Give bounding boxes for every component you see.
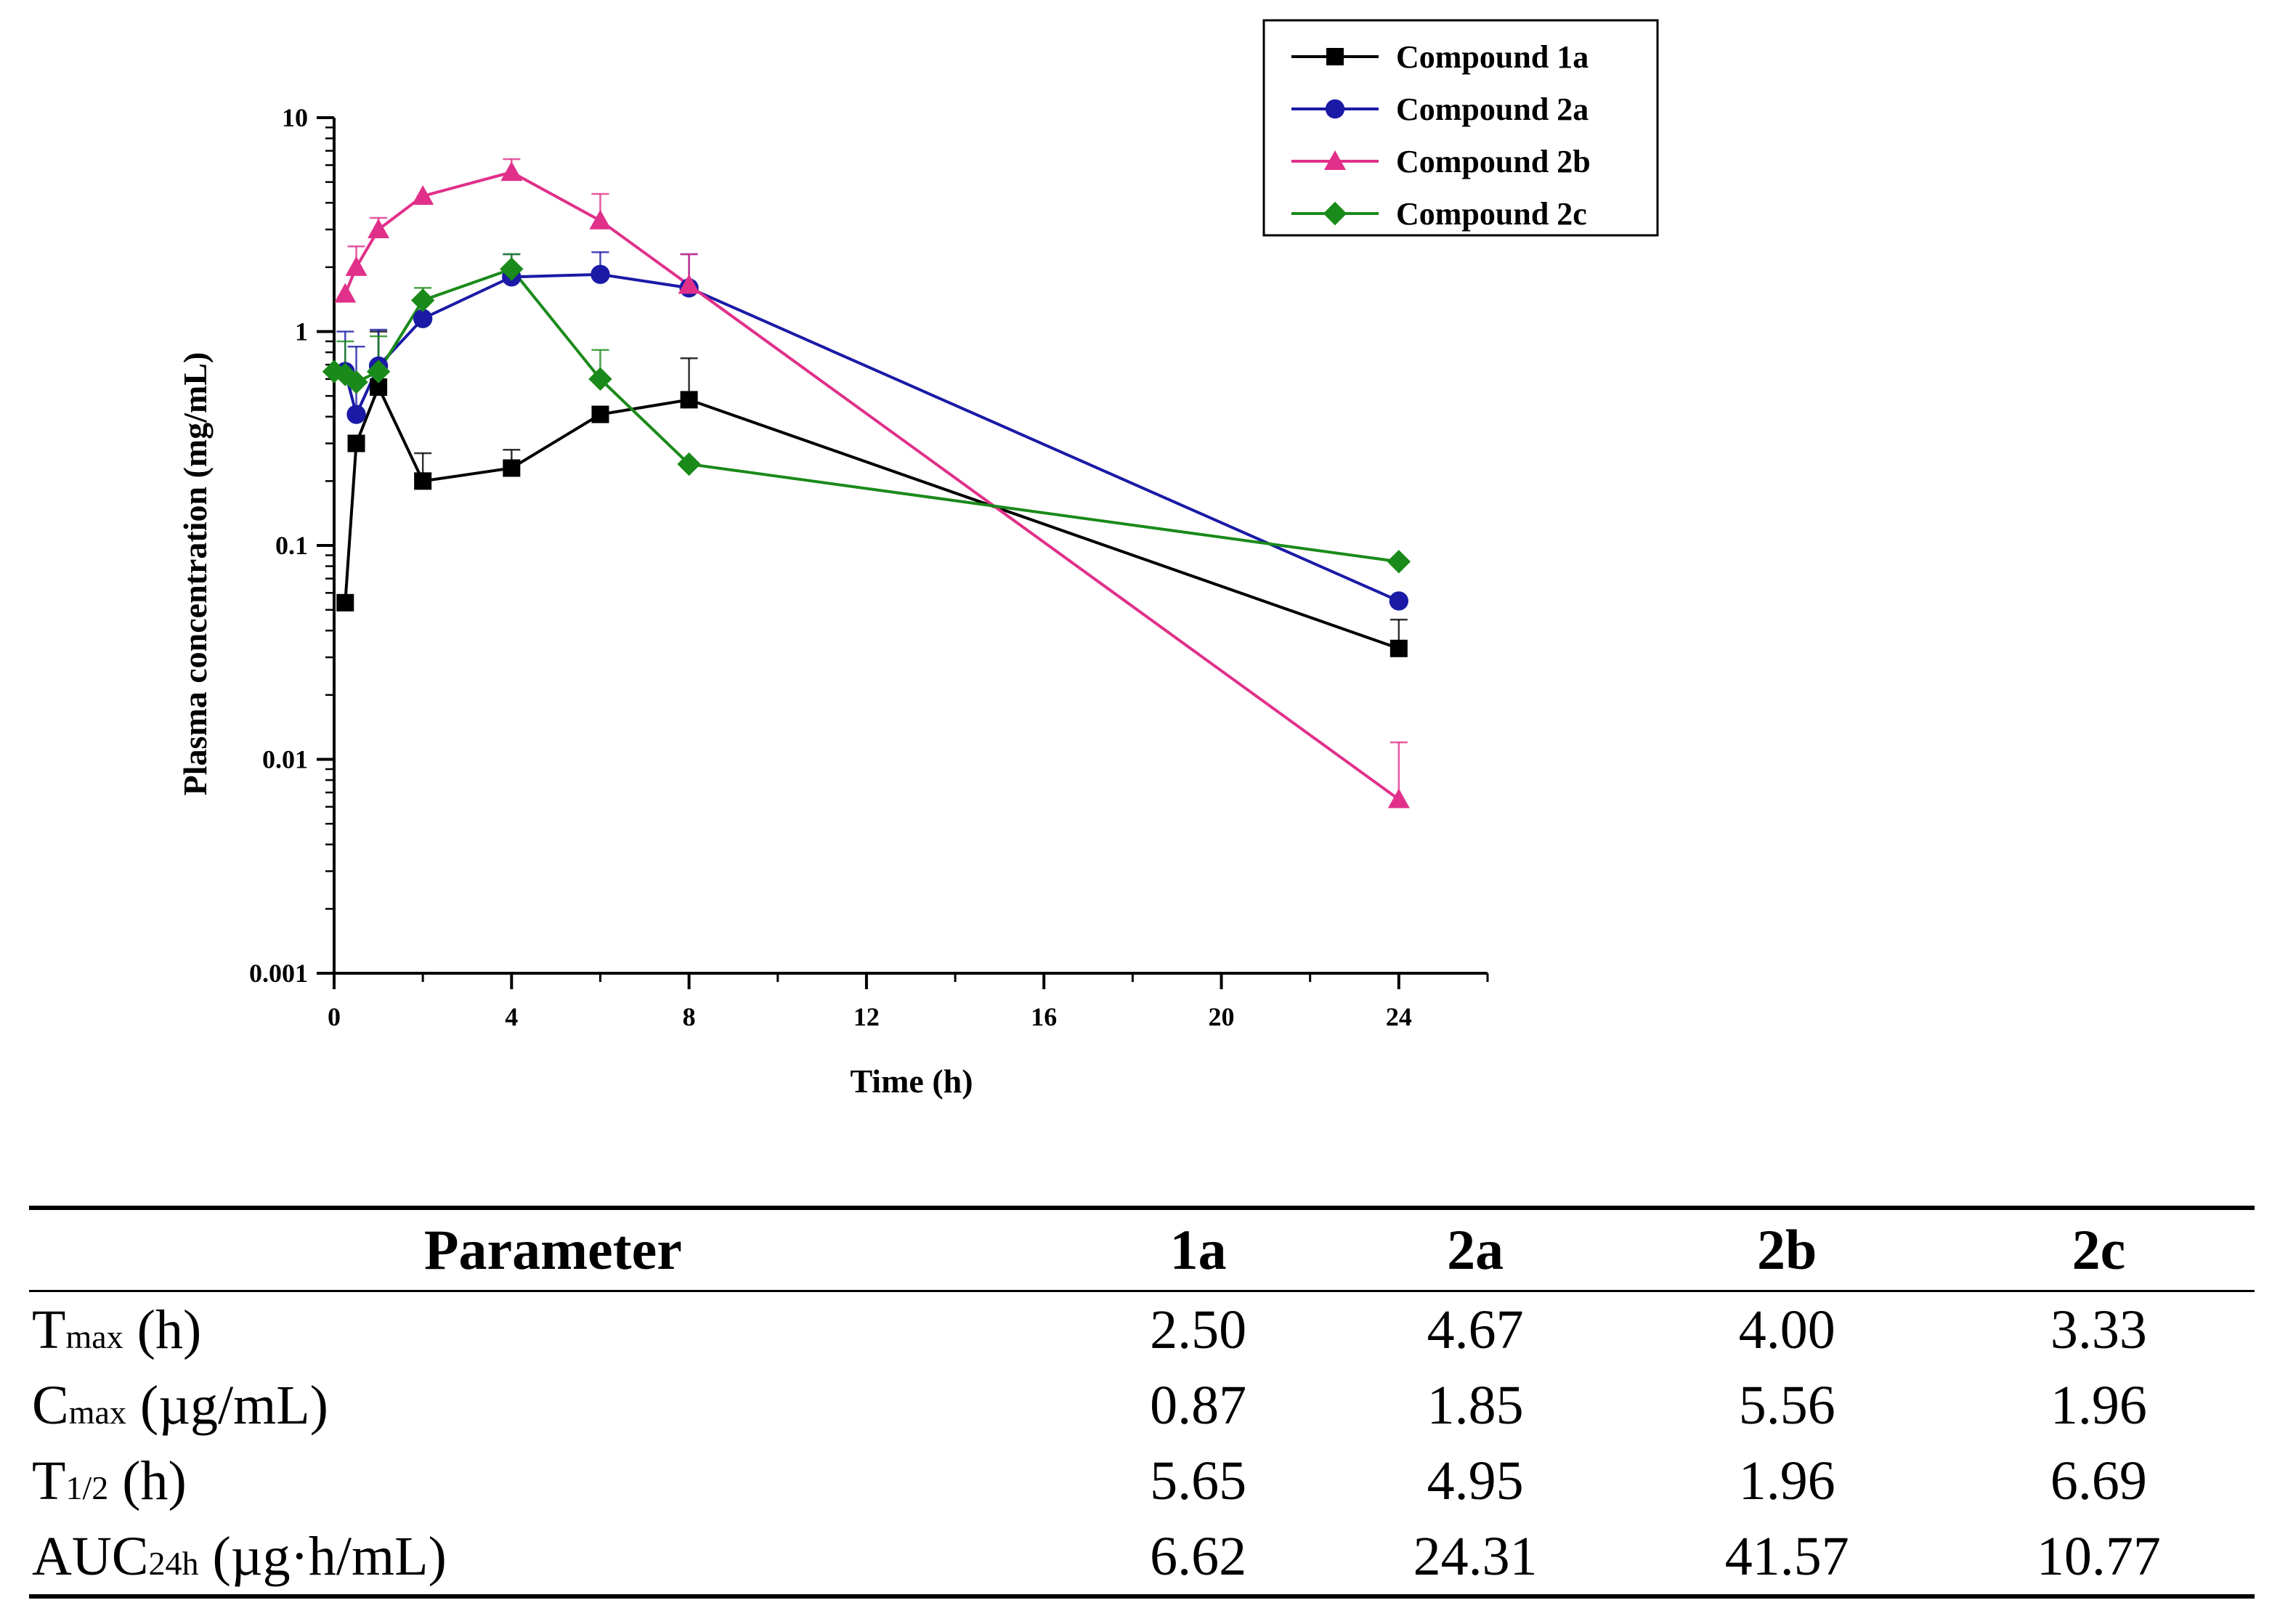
param-name: T1/2 (h) <box>32 1450 187 1511</box>
pk-parameters-table: Parameter 1a 2a 2b 2c Tmax (h) 2.50 4.67… <box>29 1206 2255 1599</box>
compound-2b-point <box>589 209 612 230</box>
header-2c: 2c <box>2072 1218 2126 1281</box>
compound-2c-point <box>677 452 701 476</box>
chart-axes: 0 4 8 12 16 20 24 0.001 0.01 0.1 1 10 <box>249 103 1489 1031</box>
compound-1a-point <box>680 391 698 409</box>
x-tick-label: 12 <box>853 1002 880 1031</box>
y-tick-label: 1 <box>295 317 308 346</box>
chart-legend: Compound 1a Compound 2a Compound 2b Compoun… <box>1262 19 1659 237</box>
value-1a: 0.87 <box>1150 1374 1247 1436</box>
value-2a: 1.85 <box>1427 1374 1524 1436</box>
value-2b: 1.96 <box>1738 1450 1835 1511</box>
x-tick-label: 16 <box>1031 1002 1057 1031</box>
compound-2b-point <box>678 274 700 294</box>
param-name: Cmax (µg/mL) <box>32 1374 328 1436</box>
value-1a: 6.62 <box>1150 1525 1247 1587</box>
compound-2a-legend-label: Compound 2a <box>1396 92 1589 127</box>
compound-2b-point <box>412 184 434 205</box>
x-tick-label: 0 <box>328 1002 341 1031</box>
param-name: Tmax (h) <box>32 1299 202 1360</box>
compound-1a-legend-marker <box>1326 48 1344 65</box>
value-1a: 2.50 <box>1150 1299 1247 1360</box>
header-2a: 2a <box>1447 1218 1504 1281</box>
compound-2b-point <box>500 161 523 182</box>
value-2b: 4.00 <box>1738 1299 1835 1360</box>
compound-2a-point <box>1389 591 1409 611</box>
compound-2b-legend-label: Compound 2b <box>1396 144 1591 179</box>
compound-1a-point <box>1389 639 1408 657</box>
x-axis-label: Time (h) <box>850 1063 973 1100</box>
compound-1a-point <box>370 378 388 396</box>
table-row: Cmax (µg/mL) 0.87 1.85 5.56 1.96 <box>29 1368 2255 1443</box>
compound-2c-point <box>344 370 368 394</box>
compound-2a-legend-marker <box>1325 99 1345 119</box>
compound-1a-legend-label: Compound 1a <box>1396 39 1589 75</box>
header-parameter: Parameter <box>423 1218 682 1281</box>
y-tick-label: 0.01 <box>262 745 308 774</box>
compound-2a-point <box>591 264 610 285</box>
compound-2b-line <box>344 170 1400 801</box>
table-header-row: Parameter 1a 2a 2b 2c <box>29 1208 2255 1291</box>
table-row: AUC24h (µg·h/mL) 6.62 24.31 41.57 10.77 <box>29 1519 2255 1596</box>
compound-2b-legend-marker <box>1324 150 1346 170</box>
x-tick-label: 20 <box>1209 1002 1235 1031</box>
y-tick-label: 0.1 <box>275 531 308 560</box>
value-2a: 4.95 <box>1427 1450 1524 1511</box>
compound-2c-legend-marker <box>1323 201 1347 226</box>
compound-2b-point <box>345 256 368 276</box>
x-tick-label: 8 <box>683 1002 696 1031</box>
compound-2c-legend-label: Compound 2c <box>1396 196 1587 232</box>
compound-1a-point <box>503 459 521 477</box>
series-markers <box>322 161 1411 808</box>
compound-2b-point <box>334 283 357 303</box>
param-name: AUC24h (µg·h/mL) <box>32 1525 447 1587</box>
value-2c: 10.77 <box>2036 1525 2161 1587</box>
table-row: T1/2 (h) 5.65 4.95 1.96 6.69 <box>29 1443 2255 1519</box>
compound-2a-point <box>346 405 366 424</box>
compound-2c-point <box>588 367 612 391</box>
y-tick-label: 10 <box>282 103 308 132</box>
x-tick-label: 24 <box>1386 1002 1412 1031</box>
error-bars <box>336 158 1408 800</box>
compound-1a-point <box>414 472 432 490</box>
compound-2c-point <box>366 360 391 383</box>
value-2c: 1.96 <box>2050 1374 2147 1436</box>
compound-2b-point <box>368 218 390 238</box>
value-2c: 6.69 <box>2050 1450 2147 1511</box>
compound-1a-point <box>336 593 354 612</box>
value-2c: 3.33 <box>2050 1299 2147 1360</box>
value-2a: 24.31 <box>1413 1525 1538 1587</box>
table-row: Tmax (h) 2.50 4.67 4.00 3.33 <box>29 1291 2255 1368</box>
value-2b: 5.56 <box>1738 1374 1835 1436</box>
compound-1a-line <box>344 383 1400 650</box>
value-2a: 4.67 <box>1427 1299 1524 1360</box>
compound-2a-line <box>344 272 1400 603</box>
compound-2b-point <box>1387 788 1410 808</box>
compound-1a-point <box>591 405 609 423</box>
compound-2c-point <box>1387 550 1411 574</box>
y-axis-label: Plasma concentration (mg/mL) <box>177 352 214 796</box>
x-tick-label: 4 <box>505 1002 518 1031</box>
y-tick-label: 0.001 <box>249 959 308 988</box>
value-2b: 41.57 <box>1724 1525 1849 1587</box>
header-2b: 2b <box>1757 1218 1817 1281</box>
series-lines <box>333 170 1400 801</box>
compound-2c-point <box>322 360 346 383</box>
compound-2a-point <box>413 309 433 328</box>
compound-1a-point <box>347 434 365 452</box>
compound-2c-point <box>500 257 524 281</box>
value-1a: 5.65 <box>1150 1450 1247 1511</box>
header-1a: 1a <box>1169 1218 1227 1281</box>
compound-2c-point <box>410 288 435 312</box>
